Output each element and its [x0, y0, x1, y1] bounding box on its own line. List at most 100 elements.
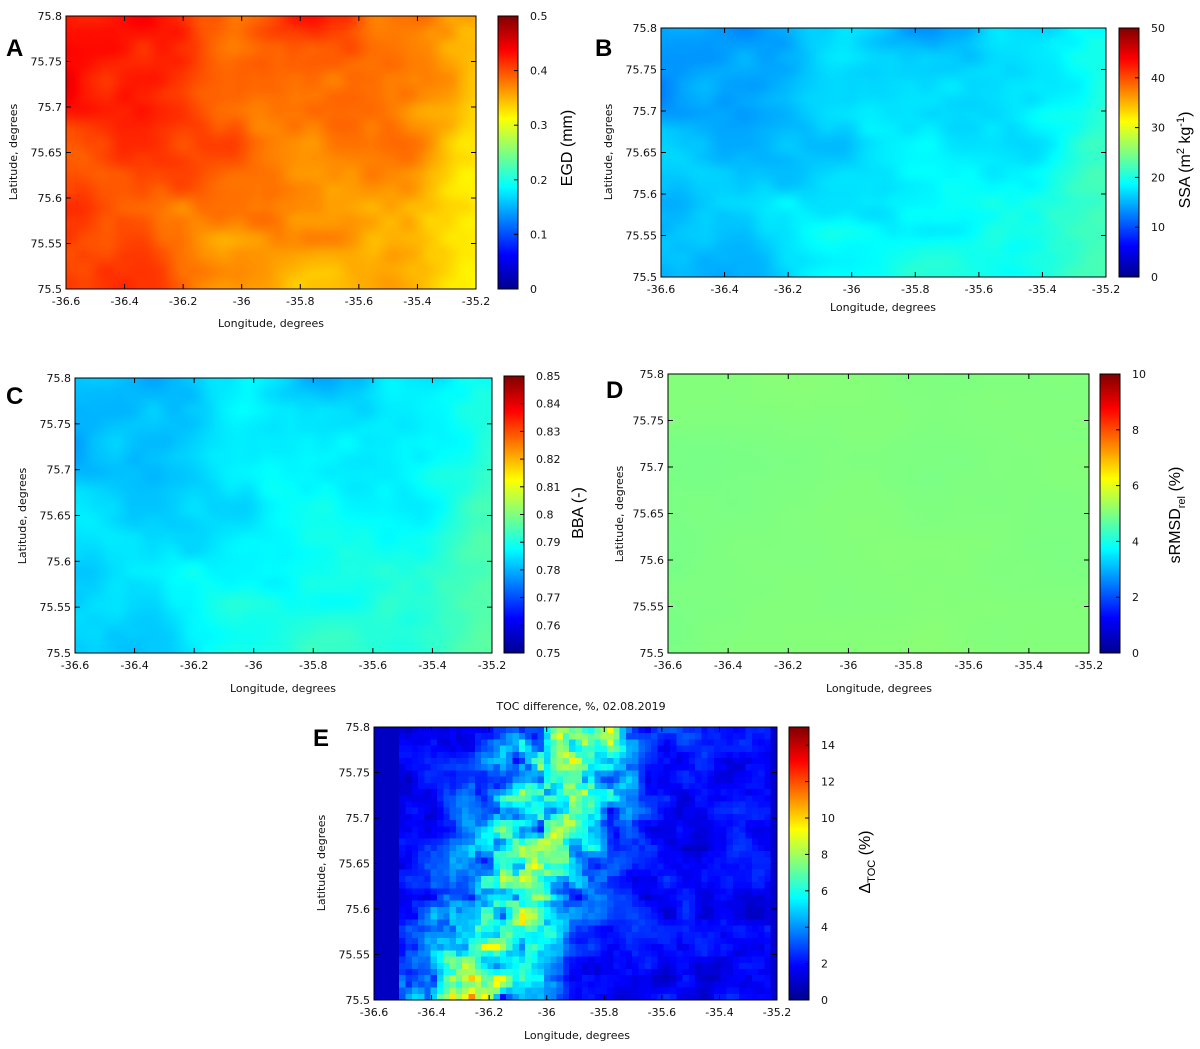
colorbar-tick-label: 0.4 [530, 65, 548, 78]
x-tick-label: -35.8 [894, 659, 922, 672]
colorbar-tick-label: 10 [821, 812, 835, 825]
colorbar-tick-label: 20 [1151, 171, 1165, 184]
colorbar-tick-label: 0.3 [530, 119, 548, 132]
panel-d: D -36.6 -36.4 -36.2 -36 -35.8 -35.6 -35.4 -35.2… [606, 368, 1188, 695]
y-tick-label: 75.75 [633, 415, 665, 428]
y-tick-label: 75.65 [633, 508, 665, 521]
x-tick-label: -36.6 [52, 295, 80, 308]
heatmap-e [374, 727, 777, 1000]
x-ticks-e: -36.6 -36.4 -36.2 -36 -35.8 -35.6 -35.4 -35.2 [360, 727, 791, 1019]
y-axis-label-b: Latitude, degrees [602, 103, 615, 200]
x-tick-label: -36.2 [180, 659, 208, 672]
panel-c: C -36.6 -36.4 -36.2 -36 -35.8 -35.6 -35.4 -35.2… [6, 370, 587, 695]
colorbar-ticks-e: 0 2 4 6 8 10 12 14 [805, 739, 835, 1007]
colorbar-label-e-part1: Δ [857, 883, 874, 894]
colorbar-tick-label: 30 [1151, 122, 1165, 135]
x-tick-label: -35.4 [705, 1006, 733, 1019]
x-tick-label: -35.8 [299, 659, 327, 672]
x-tick-label: -35.6 [359, 659, 387, 672]
y-axis-label-e: Latitude, degrees [315, 814, 328, 911]
colorbar-tick-label: 8 [1132, 424, 1139, 437]
y-tick-label: 75.7 [346, 812, 371, 825]
y-tick-label: 75.5 [47, 647, 72, 660]
x-tick-label: -35.4 [1015, 659, 1043, 672]
y-tick-label: 75.5 [38, 283, 63, 296]
x-ticks-c: -36.6 -36.4 -36.2 -36 -35.8 -35.6 -35.4 -35.2 [61, 378, 506, 672]
colorbar-tick-label: 0.84 [536, 398, 561, 411]
colorbar-tick-label: 0.5 [530, 10, 548, 23]
colorbar-tick-label: 6 [1132, 480, 1139, 493]
colorbar-ticks-d: 0 2 4 6 8 10 [1116, 368, 1146, 660]
x-tick-label: -36.4 [120, 659, 148, 672]
colorbar-label-e: ΔTOC (%) [857, 830, 878, 893]
colorbar-tick-label: 12 [821, 776, 835, 789]
colorbar-label-d-part2: (%) [1167, 467, 1184, 496]
y-tick-label: 75.65 [626, 147, 658, 160]
colorbar-tick-label: 0.82 [536, 453, 561, 466]
y-tick-label: 75.55 [626, 230, 658, 243]
colorbar-tick-label: 0.75 [536, 647, 561, 660]
x-tick-label: -36.4 [417, 1006, 445, 1019]
colorbar-tick-label: 0.81 [536, 481, 561, 494]
x-tick-label: -36.2 [774, 283, 802, 296]
y-tick-label: 75.8 [640, 368, 665, 381]
colorbar-tick-label: 0.2 [530, 174, 548, 187]
x-tick-label: -35.2 [763, 1006, 791, 1019]
y-tick-label: 75.55 [633, 601, 665, 614]
x-axis-label-c: Longitude, degrees [230, 682, 336, 695]
y-tick-label: 75.8 [47, 372, 72, 385]
colorbar-tick-label: 0.77 [536, 592, 561, 605]
colorbar-label-b-part3: ) [1177, 112, 1194, 117]
colorbar-label-b-part1: SSA (m [1177, 154, 1194, 208]
x-tick-label: -35.6 [954, 659, 982, 672]
colorbar-tick-label: 0 [530, 283, 537, 296]
x-ticks-a: -36.6 -36.4 -36.2 -36 -35.8 -35.6 -35.4 -35.2 [52, 16, 490, 308]
colorbar-label-d-part1: sRMSD [1167, 508, 1184, 563]
x-ticks-b: -36.6 -36.4 -36.2 -36 -35.8 -35.6 -35.4 -35.2 [647, 28, 1120, 296]
colorbar-tick-label: 40 [1151, 72, 1165, 85]
x-tick-label: -36.6 [654, 659, 682, 672]
panel-label-a: A [6, 35, 23, 62]
colorbar-tick-label: 8 [821, 848, 828, 861]
x-axis-label-a: Longitude, degrees [218, 317, 324, 330]
chart-title-e: TOC difference, %, 02.08.2019 [495, 700, 665, 713]
colorbar-d [1099, 373, 1121, 654]
y-tick-label: 75.6 [47, 555, 72, 568]
y-tick-label: 75.8 [346, 721, 371, 734]
y-tick-label: 75.75 [626, 64, 658, 77]
panel-label-c: C [6, 383, 23, 410]
x-tick-label: -36.4 [710, 283, 738, 296]
colorbar-label-c: BBA (-) [570, 487, 587, 539]
y-tick-label: 75.6 [346, 903, 371, 916]
colorbar-tick-label: 4 [821, 921, 828, 934]
x-tick-label: -36.2 [475, 1006, 503, 1019]
y-tick-label: 75.75 [40, 418, 72, 431]
y-tick-label: 75.75 [31, 56, 63, 69]
y-tick-label: 75.6 [640, 554, 665, 567]
y-axis-label-c: Latitude, degrees [16, 467, 29, 564]
x-tick-label: -35.4 [1028, 283, 1056, 296]
x-tick-label: -36 [538, 1006, 556, 1019]
x-tick-label: -35.4 [403, 295, 431, 308]
y-tick-label: 75.55 [339, 949, 371, 962]
y-tick-label: 75.5 [640, 647, 665, 660]
colorbar-tick-label: 10 [1132, 368, 1146, 381]
panel-label-b: B [595, 35, 612, 62]
colorbar-tick-label: 0.85 [536, 370, 561, 383]
x-axis-label-d: Longitude, degrees [826, 682, 932, 695]
colorbar-ticks-a: 0 0.1 0.2 0.3 0.4 0.5 [514, 10, 548, 296]
heatmap-d [668, 374, 1089, 653]
x-tick-label: -36 [245, 659, 263, 672]
x-tick-label: -36.4 [714, 659, 742, 672]
y-ticks-e: 75.5 75.55 75.6 75.65 75.7 75.75 75.8 [339, 721, 777, 1007]
colorbar-label-e-part2: (%) [857, 830, 874, 859]
colorbar-tick-label: 10 [1151, 221, 1165, 234]
heatmap-b [661, 28, 1106, 277]
colorbar-a [497, 15, 519, 290]
panel-e: TOC difference, %, 02.08.2019 E -36.6 -36… [313, 700, 878, 1042]
colorbar-tick-label: 0.1 [530, 228, 548, 241]
colorbar-tick-label: 6 [821, 885, 828, 898]
y-tick-label: 75.7 [47, 464, 72, 477]
colorbar-tick-label: 4 [1132, 535, 1139, 548]
x-tick-label: -35.8 [901, 283, 929, 296]
